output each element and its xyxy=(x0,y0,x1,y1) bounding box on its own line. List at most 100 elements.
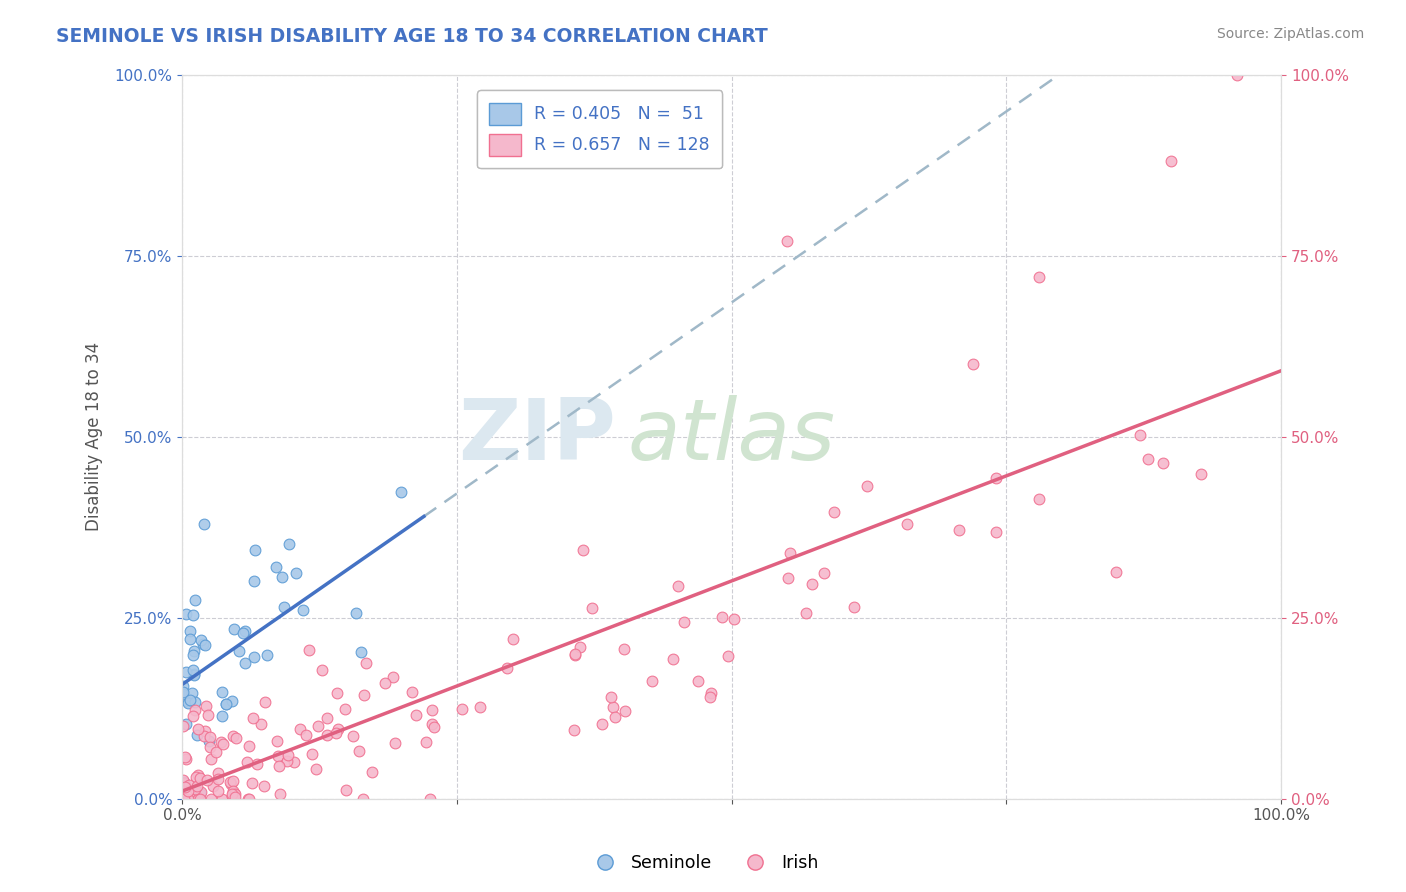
Point xyxy=(699,690,721,705)
Text: ZIP: ZIP xyxy=(458,395,616,478)
Point xyxy=(342,729,364,743)
Point xyxy=(347,744,370,758)
Point xyxy=(672,615,695,629)
Point xyxy=(173,776,195,790)
Point xyxy=(238,791,260,805)
Point xyxy=(316,728,339,742)
Point xyxy=(233,656,256,670)
Point xyxy=(325,726,347,740)
Point xyxy=(177,783,200,797)
Point xyxy=(243,650,266,665)
Point xyxy=(276,754,298,768)
Point xyxy=(423,720,446,734)
Point xyxy=(232,626,254,640)
Point xyxy=(666,579,689,593)
Point xyxy=(984,525,1007,540)
Point xyxy=(801,577,824,591)
Point xyxy=(591,717,613,731)
Point xyxy=(238,739,260,753)
Legend: Seminole, Irish: Seminole, Irish xyxy=(581,847,825,879)
Point xyxy=(277,748,299,763)
Point xyxy=(242,574,264,589)
Point xyxy=(219,776,242,790)
Point xyxy=(242,711,264,725)
Point xyxy=(496,661,519,675)
Point xyxy=(184,695,207,709)
Point xyxy=(181,648,204,663)
Point xyxy=(1152,456,1174,470)
Point xyxy=(1137,452,1160,467)
Point xyxy=(207,766,229,780)
Point xyxy=(176,694,198,708)
Point xyxy=(1105,565,1128,579)
Point xyxy=(354,657,377,671)
Point xyxy=(193,516,215,531)
Point xyxy=(794,606,817,620)
Point xyxy=(273,599,295,614)
Point xyxy=(211,709,233,723)
Point xyxy=(190,786,212,800)
Point xyxy=(194,638,217,652)
Point xyxy=(193,729,215,743)
Point xyxy=(228,643,250,657)
Point xyxy=(174,779,197,793)
Point xyxy=(184,781,207,796)
Point xyxy=(225,731,247,745)
Point xyxy=(569,640,592,655)
Point xyxy=(603,710,626,724)
Point xyxy=(215,697,238,711)
Point xyxy=(420,703,443,717)
Point xyxy=(298,642,321,657)
Point xyxy=(267,758,290,772)
Point xyxy=(295,728,318,742)
Point xyxy=(197,708,219,723)
Point xyxy=(353,688,375,702)
Point xyxy=(711,609,734,624)
Point xyxy=(173,780,195,794)
Point xyxy=(253,779,276,793)
Point xyxy=(962,357,984,371)
Point xyxy=(602,700,624,714)
Point xyxy=(187,791,209,805)
Point xyxy=(195,699,218,714)
Point xyxy=(405,708,427,723)
Point xyxy=(200,752,222,766)
Point xyxy=(1160,154,1182,169)
Point xyxy=(204,745,226,759)
Point xyxy=(420,717,443,731)
Point xyxy=(301,747,323,761)
Legend: R = 0.405   N =  51, R = 0.657   N = 128: R = 0.405 N = 51, R = 0.657 N = 128 xyxy=(477,90,723,168)
Point xyxy=(344,606,367,620)
Point xyxy=(186,727,208,741)
Point xyxy=(502,632,524,646)
Point xyxy=(842,599,865,614)
Point xyxy=(948,523,970,537)
Point xyxy=(256,648,278,662)
Text: Source: ZipAtlas.com: Source: ZipAtlas.com xyxy=(1216,27,1364,41)
Point xyxy=(177,778,200,792)
Point xyxy=(224,789,246,804)
Point xyxy=(571,543,593,558)
Point xyxy=(186,770,208,784)
Point xyxy=(401,684,423,698)
Point xyxy=(236,755,259,769)
Point xyxy=(686,674,709,689)
Point xyxy=(181,608,204,623)
Point xyxy=(183,668,205,682)
Point xyxy=(776,571,799,585)
Point xyxy=(173,750,195,764)
Point xyxy=(215,698,238,712)
Point xyxy=(246,756,269,771)
Point xyxy=(823,505,845,519)
Point xyxy=(384,736,406,750)
Point xyxy=(174,752,197,766)
Point xyxy=(333,702,356,716)
Point xyxy=(614,704,637,718)
Point xyxy=(183,708,205,723)
Point xyxy=(1189,467,1212,482)
Point xyxy=(172,679,194,693)
Point xyxy=(218,775,240,789)
Point xyxy=(177,791,200,805)
Point xyxy=(640,673,662,688)
Point xyxy=(326,686,349,700)
